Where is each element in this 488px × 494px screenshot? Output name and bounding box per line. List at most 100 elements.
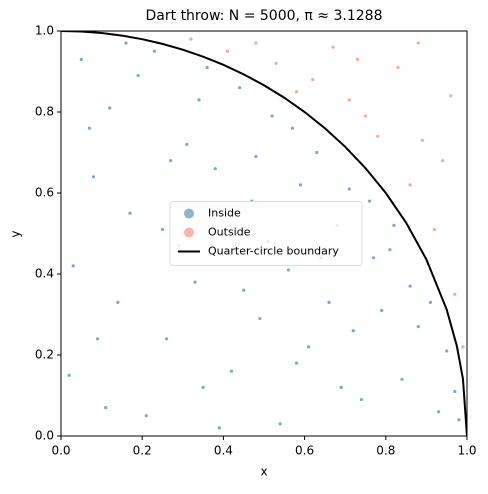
x-tick-label: 0.8 bbox=[376, 444, 395, 458]
x-tick-label: 1.0 bbox=[457, 444, 476, 458]
point bbox=[95, 337, 100, 341]
point bbox=[193, 280, 197, 284]
point bbox=[164, 337, 169, 341]
point bbox=[79, 57, 83, 61]
point bbox=[169, 159, 173, 163]
point bbox=[408, 284, 412, 288]
point bbox=[124, 41, 128, 45]
y-axis-label: y bbox=[9, 230, 23, 237]
point bbox=[388, 248, 392, 252]
point bbox=[270, 114, 274, 118]
point bbox=[441, 159, 445, 163]
point bbox=[290, 126, 295, 130]
point bbox=[144, 414, 148, 418]
point bbox=[339, 385, 343, 389]
point bbox=[67, 373, 71, 377]
point bbox=[331, 45, 335, 49]
plot-area bbox=[61, 31, 467, 436]
point bbox=[205, 65, 209, 70]
legend-box bbox=[169, 201, 363, 266]
point bbox=[461, 345, 465, 349]
point bbox=[376, 134, 380, 138]
legend-label: Quarter-circle boundary bbox=[208, 245, 339, 258]
point bbox=[396, 65, 400, 70]
point bbox=[428, 300, 433, 304]
point bbox=[128, 211, 132, 215]
point bbox=[213, 167, 217, 171]
point bbox=[416, 41, 420, 45]
point bbox=[225, 49, 230, 53]
point bbox=[254, 154, 258, 159]
point bbox=[392, 223, 396, 227]
point bbox=[311, 78, 315, 82]
point bbox=[449, 94, 453, 98]
point bbox=[278, 422, 282, 426]
point bbox=[347, 98, 351, 102]
y-tick-label: 1.0 bbox=[35, 24, 54, 38]
chart-title: Dart throw: N = 5000, π ≈ 3.1288 bbox=[146, 8, 383, 24]
point bbox=[242, 288, 246, 292]
plot-frame bbox=[60, 30, 468, 437]
x-tick-label: 0.6 bbox=[295, 444, 314, 458]
point bbox=[229, 369, 234, 373]
legend-label: Inside bbox=[208, 207, 241, 220]
point bbox=[201, 385, 205, 389]
point bbox=[347, 187, 351, 191]
point bbox=[367, 199, 372, 203]
point bbox=[258, 316, 262, 321]
point bbox=[453, 292, 457, 296]
point bbox=[457, 418, 461, 422]
point bbox=[197, 98, 201, 102]
point bbox=[380, 308, 384, 313]
point bbox=[307, 345, 311, 349]
legend-label: Outside bbox=[208, 226, 251, 239]
point bbox=[108, 106, 112, 110]
point bbox=[185, 142, 189, 146]
point bbox=[152, 49, 156, 53]
point bbox=[400, 377, 404, 381]
legend-marker bbox=[184, 227, 194, 238]
point bbox=[116, 300, 120, 304]
point bbox=[408, 183, 412, 187]
y-tick-label: 0.0 bbox=[35, 429, 54, 443]
point bbox=[359, 397, 364, 402]
point bbox=[416, 325, 420, 329]
point bbox=[432, 227, 437, 232]
point bbox=[160, 227, 165, 232]
point bbox=[453, 389, 457, 394]
x-axis-label: x bbox=[260, 465, 267, 479]
point bbox=[87, 126, 92, 130]
point bbox=[254, 41, 258, 45]
point bbox=[420, 138, 424, 142]
boundary-line bbox=[61, 31, 467, 436]
x-tick-label: 0.2 bbox=[133, 444, 152, 458]
y-tick-label: 0.4 bbox=[35, 267, 54, 281]
point bbox=[91, 175, 96, 179]
point bbox=[436, 410, 441, 414]
point bbox=[298, 183, 303, 187]
y-tick-label: 0.2 bbox=[35, 348, 54, 362]
x-tick-label: 0.0 bbox=[51, 444, 70, 458]
point bbox=[351, 329, 355, 333]
point bbox=[274, 61, 278, 65]
point bbox=[294, 361, 299, 365]
point bbox=[71, 264, 75, 268]
point bbox=[238, 86, 242, 90]
point bbox=[136, 73, 140, 78]
legend-marker bbox=[184, 208, 194, 219]
point bbox=[294, 90, 299, 94]
point bbox=[355, 57, 359, 61]
point bbox=[104, 406, 108, 410]
x-tick-label: 0.4 bbox=[214, 444, 233, 458]
point bbox=[189, 37, 193, 41]
point bbox=[445, 349, 449, 353]
point bbox=[372, 256, 376, 260]
y-tick-label: 0.8 bbox=[35, 105, 54, 119]
y-tick-label: 0.6 bbox=[35, 186, 54, 200]
point bbox=[327, 300, 331, 304]
point bbox=[286, 268, 290, 272]
point bbox=[363, 114, 368, 118]
point bbox=[217, 426, 221, 430]
point bbox=[315, 150, 319, 155]
